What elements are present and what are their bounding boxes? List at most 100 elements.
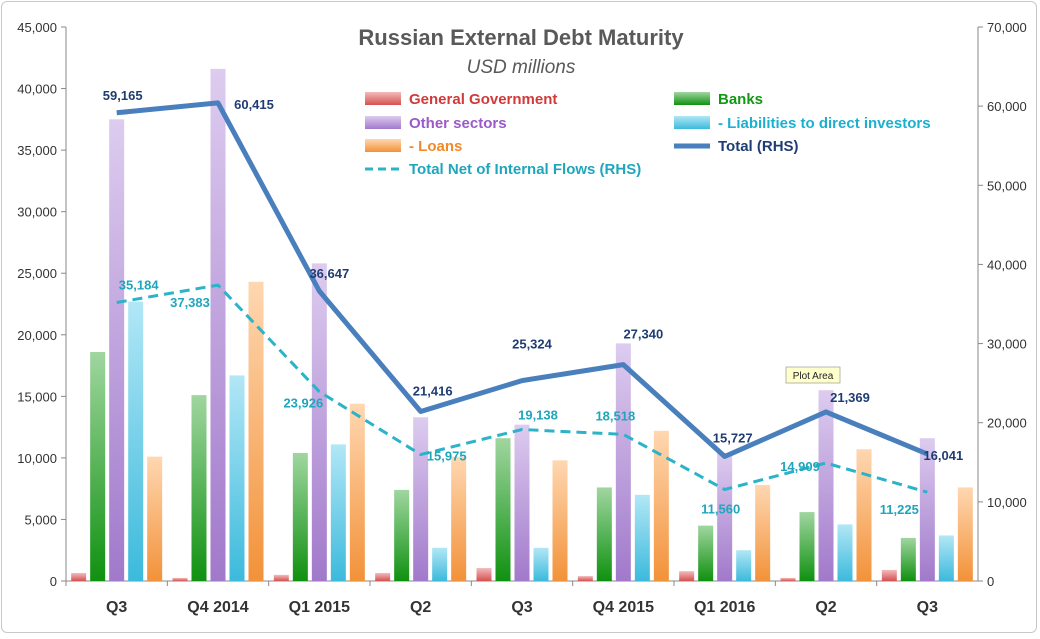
data-label: 59,165 <box>103 88 143 103</box>
bar[interactable] <box>615 343 631 581</box>
bar[interactable] <box>698 525 714 581</box>
bar[interactable] <box>533 547 549 581</box>
left-tick-label: 20,000 <box>17 328 57 343</box>
legend-swatch <box>674 116 710 129</box>
legend-label: Other sectors <box>409 115 507 132</box>
bar[interactable] <box>938 535 954 581</box>
plot-area-tooltip: Plot Area <box>785 366 841 384</box>
legend-swatch <box>365 92 401 105</box>
legend-label: Total (RHS) <box>718 138 799 155</box>
left-tick-label: 0 <box>50 574 57 589</box>
bar[interactable] <box>514 424 530 581</box>
legend-label: General Government <box>409 91 557 108</box>
bar[interactable] <box>413 417 429 581</box>
bar[interactable] <box>717 452 733 581</box>
right-tick-label: 30,000 <box>987 337 1027 352</box>
bar[interactable] <box>856 449 872 581</box>
data-label: 14,909 <box>780 459 820 474</box>
x-tick-label: Q3 <box>917 599 938 616</box>
data-label: 15,975 <box>427 449 467 464</box>
bar[interactable] <box>919 438 935 581</box>
x-tick-label: Q4 2014 <box>187 599 248 616</box>
left-tick-label: 35,000 <box>17 143 57 158</box>
data-label: 35,184 <box>119 278 160 293</box>
bar[interactable] <box>109 119 125 581</box>
bar[interactable] <box>495 438 511 581</box>
bar[interactable] <box>476 568 492 581</box>
left-tick-label: 40,000 <box>17 82 57 97</box>
left-tick-label: 10,000 <box>17 451 57 466</box>
data-label: 37,383 <box>170 295 210 310</box>
data-label: 18,518 <box>595 408 635 423</box>
legend-swatch <box>365 139 401 152</box>
legend-label: - Liabilities to direct investors <box>718 115 931 132</box>
bar[interactable] <box>799 512 815 581</box>
bar[interactable] <box>451 456 467 581</box>
legend-label: Total Net of Internal Flows (RHS) <box>409 161 641 178</box>
series-line[interactable] <box>116 283 928 494</box>
left-tick-label: 45,000 <box>17 20 57 35</box>
bar[interactable] <box>172 577 188 581</box>
bar[interactable] <box>957 487 973 581</box>
bar[interactable] <box>191 395 207 581</box>
bar[interactable] <box>229 375 245 581</box>
legend-swatch <box>365 116 401 129</box>
chart-subtitle: USD millions <box>467 57 576 78</box>
data-label: 21,369 <box>830 390 870 405</box>
bar[interactable] <box>837 524 853 581</box>
bar[interactable] <box>273 574 289 581</box>
bar[interactable] <box>210 68 226 581</box>
data-label: 15,727 <box>713 431 753 446</box>
bar[interactable] <box>900 537 916 581</box>
data-label: 11,560 <box>701 502 740 517</box>
bar[interactable] <box>679 571 695 581</box>
bar[interactable] <box>128 301 144 581</box>
plot-area-tooltip-text: Plot Area <box>793 371 834 382</box>
bar[interactable] <box>349 403 365 581</box>
bar[interactable] <box>432 547 448 581</box>
data-label: 60,415 <box>234 97 274 112</box>
x-tick-label: Q2 <box>410 599 431 616</box>
bar[interactable] <box>653 430 669 581</box>
bar[interactable] <box>330 444 346 581</box>
bar[interactable] <box>818 390 834 581</box>
chart-title: Russian External Debt Maturity <box>358 25 684 50</box>
bar[interactable] <box>147 456 163 581</box>
data-label: 25,324 <box>512 337 553 352</box>
bar[interactable] <box>736 550 752 581</box>
legend-label: Banks <box>718 91 763 108</box>
left-tick-label: 25,000 <box>17 266 57 281</box>
right-tick-label: 10,000 <box>987 495 1027 510</box>
bar[interactable] <box>634 494 650 581</box>
bar[interactable] <box>311 263 327 581</box>
bar[interactable] <box>248 281 264 581</box>
right-tick-label: 20,000 <box>987 416 1027 431</box>
x-tick-label: Q3 <box>511 599 532 616</box>
x-tick-label: Q3 <box>106 599 127 616</box>
x-tick-label: Q1 2015 <box>289 599 350 616</box>
bar[interactable] <box>394 489 410 581</box>
series-line[interactable] <box>116 100 929 459</box>
bar[interactable] <box>552 460 568 581</box>
left-tick-label: 30,000 <box>17 205 57 220</box>
chart-legend: General Government Banks Other sectors - L… <box>365 91 931 178</box>
legend-label: - Loans <box>409 138 462 155</box>
left-tick-label: 5,000 <box>24 512 57 527</box>
x-tick-label: Q4 2015 <box>593 599 654 616</box>
bar[interactable] <box>881 569 897 581</box>
bar[interactable] <box>292 452 308 581</box>
bar[interactable] <box>71 572 87 581</box>
bar[interactable] <box>375 572 391 581</box>
data-label: 21,416 <box>413 384 453 399</box>
bar[interactable] <box>90 352 106 581</box>
x-tick-label: Q2 <box>815 599 836 616</box>
bar[interactable] <box>577 576 593 581</box>
data-label: 36,647 <box>309 266 349 281</box>
right-tick-label: 0 <box>987 574 994 589</box>
bar[interactable] <box>780 577 796 581</box>
bar[interactable] <box>755 484 771 581</box>
left-tick-label: 15,000 <box>17 389 57 404</box>
bar[interactable] <box>596 487 612 581</box>
